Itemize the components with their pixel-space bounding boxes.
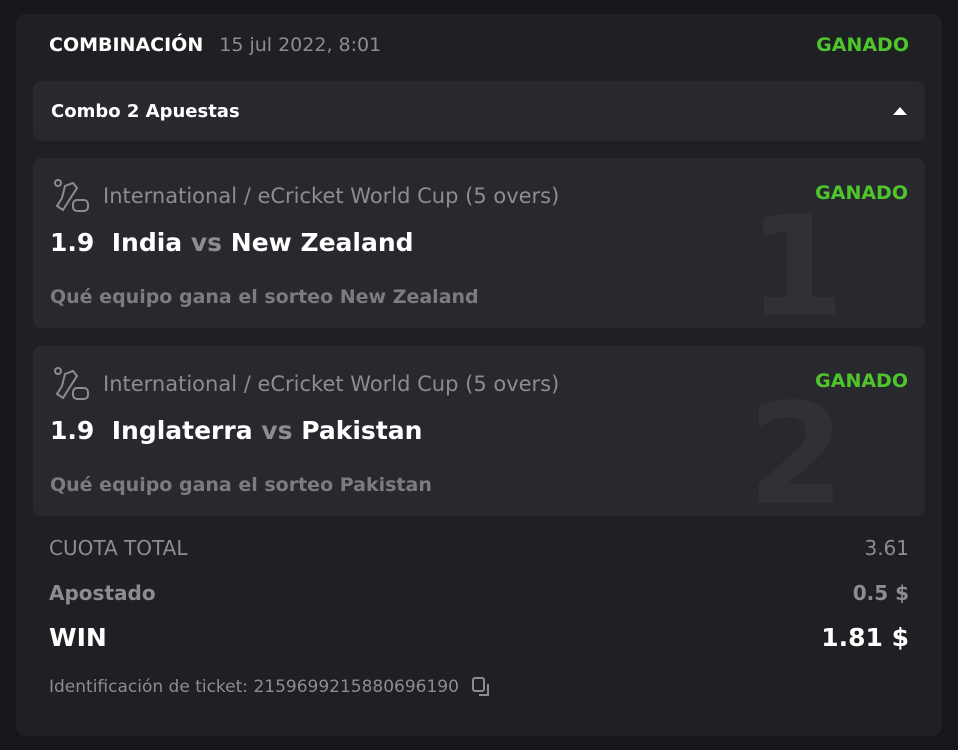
ecricket-icon [54, 367, 89, 400]
vs-label: vs [190, 228, 223, 257]
ticket-id-row: Identificación de ticket: 21596992158806… [49, 676, 909, 698]
copy-icon[interactable] [471, 676, 493, 698]
bet-index: 2 [747, 374, 845, 517]
total-odds-label: CUOTA TOTAL [49, 536, 188, 560]
staked-row: Apostado 0.5 $ [49, 581, 909, 605]
home-team: India [111, 228, 183, 257]
league-name: International / eCricket World Cup (5 ov… [103, 184, 560, 208]
bet-status: GANADO [815, 370, 908, 392]
total-odds-row: CUOTA TOTAL 3.61 [49, 536, 909, 560]
ticket-status: GANADO [816, 34, 909, 56]
bet-index: 1 [747, 186, 845, 329]
vs-label: vs [261, 416, 293, 445]
selection: Qué equipo gana el sorteo New Zealand [50, 286, 479, 308]
selection: Qué equipo gana el sorteo Pakistan [50, 474, 432, 496]
bet-status: GANADO [815, 182, 908, 204]
ticket-header: COMBINACIÓN 15 jul 2022, 8:01 GANADO [49, 34, 909, 56]
odds: 1.9 [50, 228, 95, 257]
match-line: 1.9 Inglaterra vs Pakistan [50, 416, 422, 445]
win-label: WIN [49, 623, 107, 652]
ticket-date: 15 jul 2022, 8:01 [219, 34, 382, 56]
staked-value: 0.5 $ [852, 581, 909, 605]
ticket-type: COMBINACIÓN [49, 34, 204, 56]
bet-item: 1 International / eCricket World Cup (5 … [33, 158, 925, 328]
win-row: WIN 1.81 $ [49, 623, 909, 652]
staked-label: Apostado [49, 581, 156, 605]
odds: 1.9 [50, 416, 95, 445]
ticket-id-label: Identificación de ticket: [49, 677, 249, 697]
combo-toggle[interactable]: Combo 2 Apuestas [33, 81, 925, 141]
league-name: International / eCricket World Cup (5 ov… [103, 372, 560, 396]
away-team: Pakistan [301, 416, 423, 445]
away-team: New Zealand [230, 228, 414, 257]
total-odds-value: 3.61 [864, 536, 909, 560]
bet-ticket-card: COMBINACIÓN 15 jul 2022, 8:01 GANADO Com… [16, 14, 942, 736]
win-value: 1.81 $ [821, 623, 909, 652]
ecricket-icon [54, 179, 89, 212]
combo-label: Combo 2 Apuestas [51, 100, 240, 122]
match-line: 1.9 India vs New Zealand [50, 228, 414, 257]
chevron-up-icon[interactable] [893, 107, 907, 115]
ticket-id: 2159699215880696190 [253, 677, 459, 697]
bet-item: 2 International / eCricket World Cup (5 … [33, 346, 925, 516]
home-team: Inglaterra [111, 416, 253, 445]
